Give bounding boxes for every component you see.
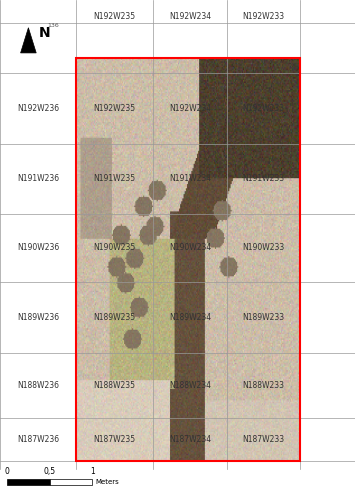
Text: N187W233: N187W233 — [242, 435, 284, 444]
Text: N189W233: N189W233 — [242, 313, 284, 322]
Text: N: N — [39, 26, 51, 40]
Text: N187W236: N187W236 — [17, 435, 59, 444]
Text: N192W233: N192W233 — [242, 12, 284, 21]
Text: N192W235: N192W235 — [93, 104, 135, 113]
Text: N191W235: N191W235 — [93, 174, 135, 183]
Text: 0,5: 0,5 — [44, 467, 56, 476]
Text: N190W233: N190W233 — [242, 243, 285, 253]
Bar — [50, 479, 92, 485]
Text: N192W234: N192W234 — [169, 12, 211, 21]
Text: N188W233: N188W233 — [242, 381, 284, 390]
Text: N192W234: N192W234 — [169, 104, 211, 113]
Text: 1: 1 — [90, 467, 95, 476]
Text: N188W235: N188W235 — [93, 381, 135, 390]
Text: N187W235: N187W235 — [93, 435, 135, 444]
Text: 0: 0 — [5, 467, 10, 476]
Text: N190W234: N190W234 — [169, 243, 211, 253]
Bar — [76, 58, 300, 461]
Text: N191W233: N191W233 — [242, 174, 284, 183]
Text: Meters: Meters — [96, 479, 120, 485]
Text: N189W236: N189W236 — [17, 313, 59, 322]
Text: N190W235: N190W235 — [93, 243, 136, 253]
Text: N192W233: N192W233 — [242, 104, 284, 113]
Text: N191W234: N191W234 — [169, 174, 211, 183]
Text: N188W234: N188W234 — [169, 381, 211, 390]
Text: N190W236: N190W236 — [17, 243, 59, 253]
Polygon shape — [21, 28, 36, 53]
Text: N192W236: N192W236 — [17, 104, 59, 113]
Text: N192W235: N192W235 — [93, 12, 135, 21]
Text: N188W236: N188W236 — [17, 381, 59, 390]
Text: N189W235: N189W235 — [93, 313, 135, 322]
Text: N189W234: N189W234 — [169, 313, 211, 322]
Text: N187W234: N187W234 — [169, 435, 211, 444]
Text: N191W236: N191W236 — [17, 174, 59, 183]
Bar — [7, 479, 50, 485]
Text: 136: 136 — [47, 23, 59, 28]
